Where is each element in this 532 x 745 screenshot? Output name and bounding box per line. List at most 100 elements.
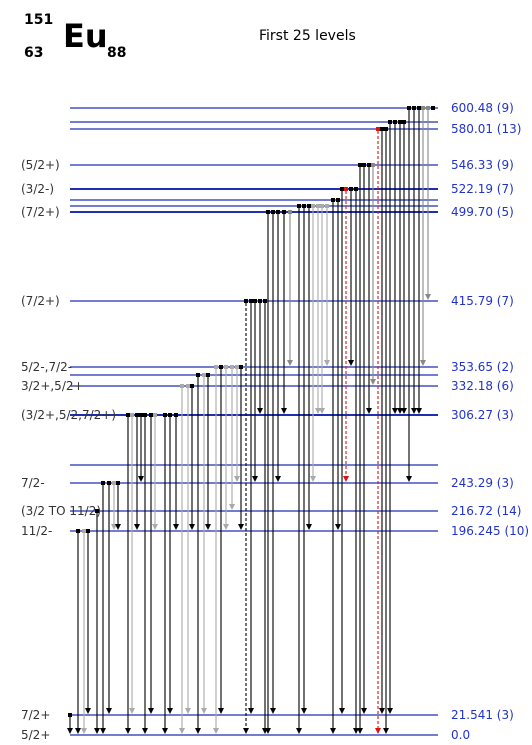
gamma-arrowhead [195,728,201,734]
gamma-arrowhead [306,524,312,530]
gamma-arrowhead [223,524,229,530]
gamma-start-marker [239,365,243,369]
gamma-start-marker [153,413,157,417]
gamma-start-marker [253,299,257,303]
level-energy: 332.18 (6) [451,379,514,393]
level-spin: 7/2- [21,476,45,490]
gamma-start-marker [388,120,392,124]
gamma-arrowhead [275,476,281,482]
gamma-arrowhead [152,524,158,530]
level-energy: 0.0 [451,728,470,742]
gamma-arrowhead [335,524,341,530]
gamma-arrowhead [281,408,287,414]
level-energy: 21.541 (3) [451,708,514,722]
gamma-arrowhead [173,524,179,530]
gamma-arrowhead [265,728,271,734]
gamma-arrowhead [330,728,336,734]
gamma-start-marker [143,413,147,417]
gamma-start-marker [371,163,375,167]
level-energy: 600.48 (9) [451,101,514,115]
level-spin: (3/2 TO 11/2) [21,504,101,518]
gamma-start-marker [412,106,416,110]
gamma-arrowhead [416,408,422,414]
gamma-arrowhead [106,708,112,714]
gamma-arrowhead [366,408,372,414]
gamma-start-marker [282,210,286,214]
gamma-arrowhead [205,524,211,530]
gamma-arrowhead [138,476,144,482]
gamma-start-marker [107,481,111,485]
gamma-start-marker [266,210,270,214]
gamma-start-marker [271,210,275,214]
gamma-arrowhead [319,408,325,414]
gamma-start-marker [219,365,223,369]
gamma-start-marker [316,204,320,208]
gamma-start-marker [244,299,248,303]
gamma-arrowhead [310,476,316,482]
level-energy: 499.70 (5) [451,205,514,219]
gamma-arrowhead [375,728,381,734]
gamma-arrowhead [125,728,131,734]
gamma-start-marker [224,365,228,369]
gamma-arrowhead [257,408,263,414]
gamma-arrowhead [315,408,321,414]
gamma-start-marker [376,127,380,131]
gamma-arrowhead [392,408,398,414]
gamma-start-marker [358,163,362,167]
neutron-number: 88 [107,45,126,61]
gamma-arrowhead [401,408,407,414]
gamma-arrowhead [343,476,349,482]
gamma-arrowhead [348,360,354,366]
level-spin: 5/2+ [21,728,50,742]
gamma-start-marker [116,481,120,485]
gamma-start-marker [112,481,116,485]
gamma-arrowhead [301,708,307,714]
gamma-arrowhead [100,728,106,734]
nuclide-header: 151 Eu 63 88 [24,12,126,61]
gamma-arrowhead [397,408,403,414]
gamma-arrowhead [296,728,302,734]
gamma-arrowhead [370,379,376,385]
gamma-start-marker [431,106,435,110]
gamma-arrowhead [67,728,73,734]
level-energy: 196.245 (10) [451,524,529,538]
level-energy: 546.33 (9) [451,158,514,172]
gamma-arrowhead [425,294,431,300]
gamma-start-marker [393,120,397,124]
level-spin: (7/2+) [21,205,60,219]
gamma-start-marker [202,373,206,377]
gamma-start-marker [407,106,411,110]
gamma-start-marker [320,204,324,208]
gamma-start-marker [421,106,425,110]
mass-number: 151 [24,12,53,28]
gamma-start-marker [302,204,306,208]
gamma-start-marker [235,365,239,369]
level-spin: (5/2+) [21,158,60,172]
gamma-arrowhead [179,728,185,734]
gamma-start-marker [344,187,348,191]
gamma-start-marker [163,413,167,417]
gamma-start-marker [149,413,153,417]
gamma-start-marker [384,127,388,131]
gamma-arrowhead [189,524,195,530]
gamma-arrowhead [142,728,148,734]
gamma-transitions [67,106,435,734]
gamma-start-marker [206,373,210,377]
gamma-arrowhead [167,708,173,714]
gamma-arrowhead [148,708,154,714]
gamma-arrowhead [234,476,240,482]
level-spin: 3/2+,5/2+ [21,379,84,393]
gamma-arrowhead [185,708,191,714]
gamma-start-marker [263,299,267,303]
level-spin: 5/2-,7/2- [21,360,72,374]
gamma-arrowhead [324,360,330,366]
gamma-start-marker [249,299,253,303]
gamma-start-marker [276,210,280,214]
gamma-arrowhead [218,708,224,714]
gamma-arrowhead [81,728,87,734]
gamma-start-marker [139,413,143,417]
gamma-start-marker [258,299,262,303]
gamma-start-marker [307,204,311,208]
gamma-start-marker [340,187,344,191]
